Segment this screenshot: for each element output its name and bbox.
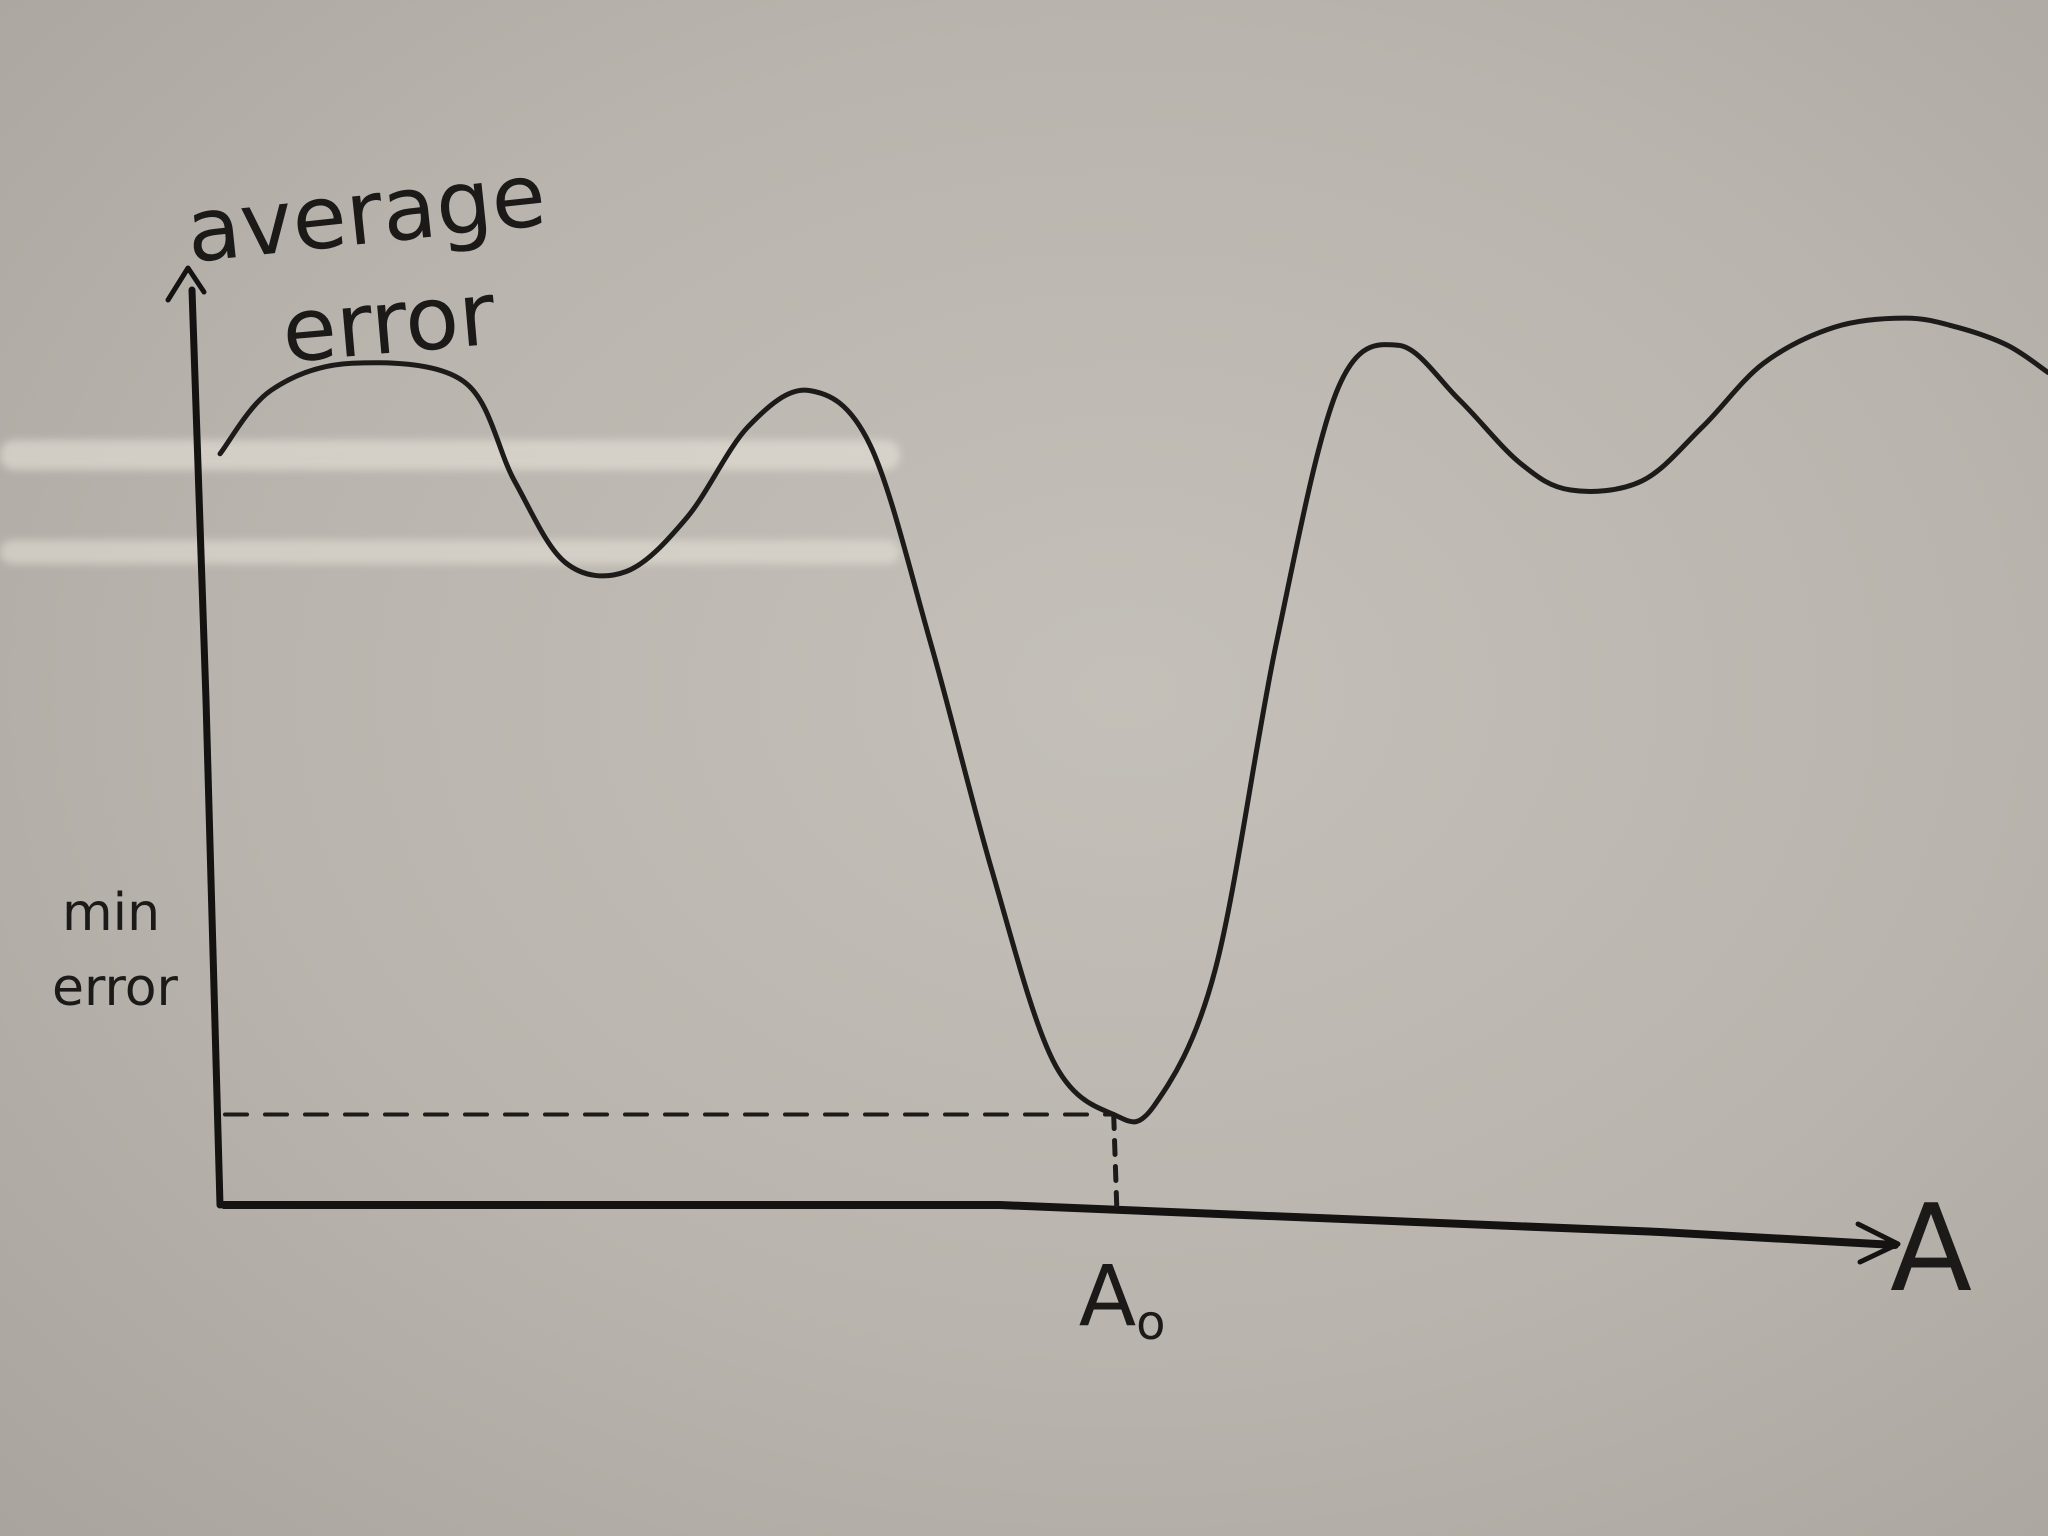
x-axis-label: A xyxy=(1890,1180,1972,1319)
y-axis xyxy=(165,265,224,1209)
a0-label-main: A xyxy=(1079,1247,1136,1345)
a0-label: Ao xyxy=(1079,1247,1166,1351)
y-axis-label-line1: average xyxy=(181,143,550,283)
a0-dotted-line xyxy=(1111,1112,1120,1208)
x-axis-arrowhead xyxy=(1855,1221,1901,1265)
min-error-label-line2: error xyxy=(52,958,179,1018)
x-axis-line xyxy=(220,1201,1899,1249)
y-axis-arrowhead xyxy=(165,265,207,303)
a0-label-subscript: o xyxy=(1136,1295,1165,1351)
x-axis xyxy=(220,1201,1901,1265)
eraser-smudges xyxy=(0,440,900,564)
y-axis-line xyxy=(188,286,224,1209)
min-error-label-line1: min xyxy=(62,883,160,943)
error-curve xyxy=(217,315,2048,1125)
